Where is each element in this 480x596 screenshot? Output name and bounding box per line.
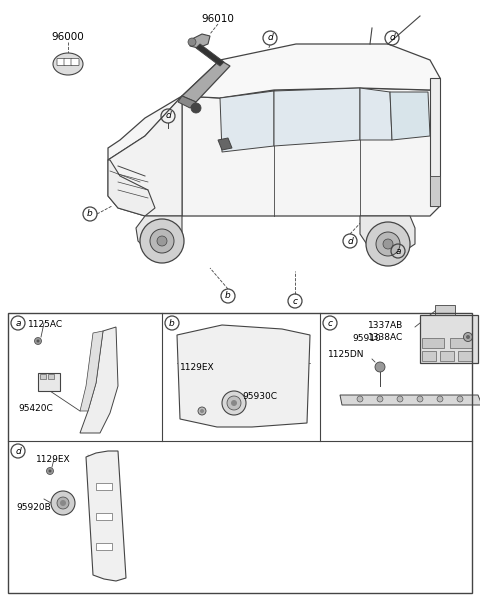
- Circle shape: [383, 239, 393, 249]
- Circle shape: [191, 103, 201, 113]
- FancyBboxPatch shape: [435, 305, 455, 315]
- Bar: [96, 513, 112, 520]
- Bar: [8, 313, 472, 593]
- Circle shape: [157, 236, 167, 246]
- Circle shape: [376, 232, 400, 256]
- Polygon shape: [136, 216, 182, 251]
- Polygon shape: [182, 78, 440, 216]
- Text: d: d: [347, 237, 353, 246]
- Text: b: b: [87, 210, 93, 219]
- FancyBboxPatch shape: [64, 58, 72, 66]
- Text: 95920B: 95920B: [16, 503, 51, 512]
- Circle shape: [35, 337, 41, 344]
- Circle shape: [417, 396, 423, 402]
- Circle shape: [231, 400, 237, 406]
- Text: c: c: [327, 318, 333, 327]
- Text: 1125AC: 1125AC: [28, 320, 63, 329]
- Text: 1337AB: 1337AB: [368, 321, 403, 330]
- FancyBboxPatch shape: [440, 351, 454, 361]
- Polygon shape: [340, 395, 480, 405]
- Text: 1125DN: 1125DN: [328, 350, 364, 359]
- Text: b: b: [225, 291, 231, 300]
- Text: b: b: [169, 318, 175, 327]
- Polygon shape: [80, 331, 103, 411]
- Polygon shape: [196, 44, 224, 66]
- Circle shape: [375, 362, 385, 372]
- Polygon shape: [274, 88, 360, 146]
- Polygon shape: [390, 92, 430, 140]
- Circle shape: [60, 500, 66, 506]
- Polygon shape: [218, 138, 232, 150]
- Circle shape: [397, 396, 403, 402]
- Circle shape: [140, 219, 184, 263]
- FancyBboxPatch shape: [422, 338, 444, 348]
- Circle shape: [36, 340, 39, 343]
- Polygon shape: [360, 88, 392, 140]
- Text: a: a: [15, 318, 21, 327]
- Text: 95930C: 95930C: [242, 392, 277, 401]
- Polygon shape: [86, 451, 126, 581]
- Text: 96010: 96010: [202, 14, 234, 24]
- Circle shape: [227, 396, 241, 410]
- Polygon shape: [190, 34, 210, 48]
- Circle shape: [366, 222, 410, 266]
- Polygon shape: [178, 96, 196, 108]
- Bar: [96, 544, 112, 550]
- FancyBboxPatch shape: [40, 374, 46, 379]
- Circle shape: [47, 467, 53, 474]
- Circle shape: [457, 396, 463, 402]
- Polygon shape: [430, 78, 440, 206]
- Circle shape: [437, 396, 443, 402]
- Polygon shape: [108, 160, 155, 216]
- Circle shape: [150, 229, 174, 253]
- Text: a: a: [395, 247, 401, 256]
- FancyBboxPatch shape: [422, 351, 436, 361]
- Circle shape: [222, 391, 246, 415]
- Text: 95420C: 95420C: [18, 404, 53, 413]
- Text: d: d: [15, 446, 21, 455]
- Circle shape: [200, 409, 204, 413]
- Polygon shape: [108, 96, 182, 216]
- Circle shape: [188, 38, 196, 46]
- FancyBboxPatch shape: [71, 58, 79, 66]
- Text: d: d: [389, 33, 395, 42]
- Text: d: d: [267, 33, 273, 42]
- Polygon shape: [80, 327, 118, 433]
- Circle shape: [377, 396, 383, 402]
- Ellipse shape: [53, 53, 83, 75]
- Circle shape: [57, 497, 69, 509]
- Polygon shape: [430, 176, 440, 206]
- Polygon shape: [182, 60, 230, 102]
- Circle shape: [464, 333, 472, 342]
- FancyBboxPatch shape: [38, 373, 60, 391]
- Circle shape: [48, 470, 51, 473]
- FancyBboxPatch shape: [57, 58, 65, 66]
- FancyBboxPatch shape: [458, 351, 472, 361]
- Text: 96000: 96000: [52, 32, 84, 42]
- Text: 1129EX: 1129EX: [36, 455, 71, 464]
- Text: d: d: [165, 111, 171, 120]
- Polygon shape: [360, 216, 415, 254]
- Circle shape: [357, 396, 363, 402]
- FancyBboxPatch shape: [48, 374, 54, 379]
- Text: 1129EX: 1129EX: [180, 363, 215, 372]
- Polygon shape: [182, 44, 440, 98]
- Circle shape: [466, 335, 470, 339]
- Polygon shape: [108, 96, 182, 160]
- Text: 95910: 95910: [352, 334, 381, 343]
- FancyBboxPatch shape: [450, 338, 472, 348]
- Circle shape: [51, 491, 75, 515]
- Text: c: c: [292, 296, 298, 306]
- Polygon shape: [220, 91, 274, 152]
- FancyBboxPatch shape: [420, 315, 478, 363]
- Bar: [96, 483, 112, 489]
- Text: 1338AC: 1338AC: [368, 333, 403, 342]
- Polygon shape: [177, 325, 310, 427]
- Circle shape: [198, 407, 206, 415]
